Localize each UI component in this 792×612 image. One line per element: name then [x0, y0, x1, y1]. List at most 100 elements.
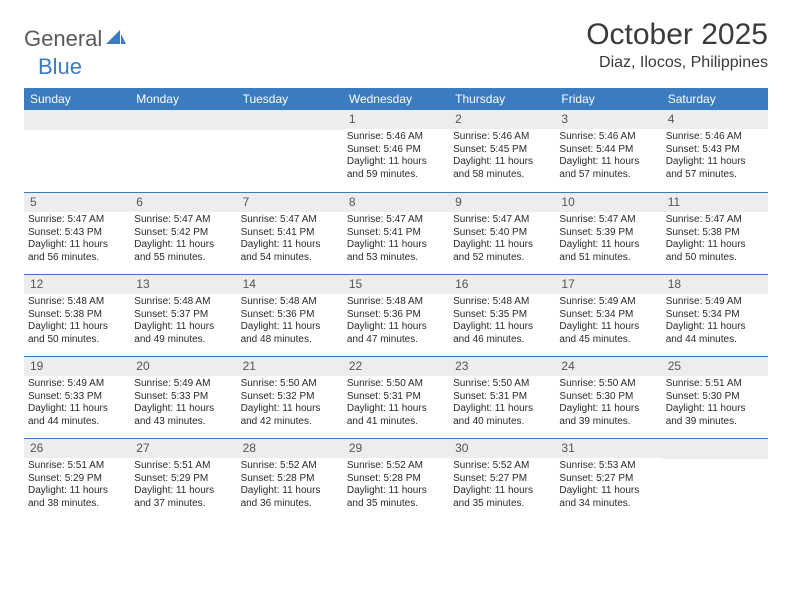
brand-word-1: General — [24, 26, 102, 52]
sunrise-line: Sunrise: 5:46 AM — [559, 131, 657, 144]
day-number: 19 — [24, 357, 130, 376]
daylight-line: Daylight: 11 hours and 47 minutes. — [347, 321, 445, 346]
daylight-line: Daylight: 11 hours and 56 minutes. — [28, 239, 126, 264]
daylight-line: Daylight: 11 hours and 58 minutes. — [453, 156, 551, 181]
daylight-line: Daylight: 11 hours and 50 minutes. — [666, 239, 764, 264]
calendar-day-cell: 14Sunrise: 5:48 AMSunset: 5:36 PMDayligh… — [237, 275, 343, 356]
day-number: 17 — [555, 275, 661, 294]
day-number: 18 — [662, 275, 768, 294]
sunrise-line: Sunrise: 5:53 AM — [559, 460, 657, 473]
calendar-day-cell: 13Sunrise: 5:48 AMSunset: 5:37 PMDayligh… — [130, 275, 236, 356]
calendar-day-cell: 3Sunrise: 5:46 AMSunset: 5:44 PMDaylight… — [555, 110, 661, 192]
calendar-empty-cell — [24, 110, 130, 192]
sunset-line: Sunset: 5:34 PM — [559, 309, 657, 322]
day-details: Sunrise: 5:47 AMSunset: 5:41 PMDaylight:… — [237, 212, 343, 274]
calendar-day-cell: 18Sunrise: 5:49 AMSunset: 5:34 PMDayligh… — [662, 275, 768, 356]
sunrise-line: Sunrise: 5:52 AM — [347, 460, 445, 473]
calendar-empty-cell — [237, 110, 343, 192]
sunset-line: Sunset: 5:27 PM — [559, 473, 657, 486]
sunrise-line: Sunrise: 5:51 AM — [28, 460, 126, 473]
sunrise-line: Sunrise: 5:47 AM — [559, 214, 657, 227]
daylight-line: Daylight: 11 hours and 52 minutes. — [453, 239, 551, 264]
day-number: 11 — [662, 193, 768, 212]
day-details: Sunrise: 5:52 AMSunset: 5:28 PMDaylight:… — [237, 458, 343, 520]
day-number: 7 — [237, 193, 343, 212]
day-details — [662, 459, 768, 521]
sunrise-line: Sunrise: 5:49 AM — [134, 378, 232, 391]
day-details: Sunrise: 5:51 AMSunset: 5:29 PMDaylight:… — [130, 458, 236, 520]
sunset-line: Sunset: 5:41 PM — [241, 227, 339, 240]
sunrise-line: Sunrise: 5:47 AM — [666, 214, 764, 227]
weekday-header-row: SundayMondayTuesdayWednesdayThursdayFrid… — [24, 88, 768, 110]
day-number: 3 — [555, 110, 661, 129]
sunrise-line: Sunrise: 5:47 AM — [453, 214, 551, 227]
sunset-line: Sunset: 5:29 PM — [28, 473, 126, 486]
sunrise-line: Sunrise: 5:47 AM — [347, 214, 445, 227]
day-number: 12 — [24, 275, 130, 294]
daylight-line: Daylight: 11 hours and 43 minutes. — [134, 403, 232, 428]
weekday-header: Saturday — [662, 88, 768, 110]
daylight-line: Daylight: 11 hours and 55 minutes. — [134, 239, 232, 264]
day-number: 20 — [130, 357, 236, 376]
day-number: 6 — [130, 193, 236, 212]
calendar-day-cell: 26Sunrise: 5:51 AMSunset: 5:29 PMDayligh… — [24, 439, 130, 521]
sunrise-line: Sunrise: 5:50 AM — [347, 378, 445, 391]
day-details: Sunrise: 5:49 AMSunset: 5:34 PMDaylight:… — [662, 294, 768, 356]
daylight-line: Daylight: 11 hours and 45 minutes. — [559, 321, 657, 346]
sunrise-line: Sunrise: 5:48 AM — [28, 296, 126, 309]
daylight-line: Daylight: 11 hours and 39 minutes. — [559, 403, 657, 428]
sunrise-line: Sunrise: 5:48 AM — [347, 296, 445, 309]
sunset-line: Sunset: 5:37 PM — [134, 309, 232, 322]
day-number: 8 — [343, 193, 449, 212]
calendar-day-cell: 19Sunrise: 5:49 AMSunset: 5:33 PMDayligh… — [24, 357, 130, 438]
day-number: 22 — [343, 357, 449, 376]
daylight-line: Daylight: 11 hours and 53 minutes. — [347, 239, 445, 264]
day-details: Sunrise: 5:47 AMSunset: 5:43 PMDaylight:… — [24, 212, 130, 274]
sunrise-line: Sunrise: 5:50 AM — [559, 378, 657, 391]
day-details: Sunrise: 5:47 AMSunset: 5:42 PMDaylight:… — [130, 212, 236, 274]
calendar-day-cell: 17 Sunrise: 5:49 AMSunset: 5:34 PMDayligh… — [555, 275, 661, 356]
daylight-line: Daylight: 11 hours and 59 minutes. — [347, 156, 445, 181]
daylight-line: Daylight: 11 hours and 54 minutes. — [241, 239, 339, 264]
day-number: 14 — [237, 275, 343, 294]
daylight-line: Daylight: 11 hours and 41 minutes. — [347, 403, 445, 428]
sunrise-line: Sunrise: 5:47 AM — [28, 214, 126, 227]
sunset-line: Sunset: 5:32 PM — [241, 391, 339, 404]
calendar-day-cell: 11Sunrise: 5:47 AMSunset: 5:38 PMDayligh… — [662, 193, 768, 274]
day-details — [237, 130, 343, 192]
day-details: Sunrise: 5:48 AMSunset: 5:36 PMDaylight:… — [343, 294, 449, 356]
day-details: Sunrise: 5:47 AMSunset: 5:38 PMDaylight:… — [662, 212, 768, 274]
calendar-day-cell: 5Sunrise: 5:47 AMSunset: 5:43 PMDaylight… — [24, 193, 130, 274]
sunrise-line: Sunrise: 5:50 AM — [241, 378, 339, 391]
daylight-line: Daylight: 11 hours and 57 minutes. — [559, 156, 657, 181]
sunset-line: Sunset: 5:28 PM — [241, 473, 339, 486]
day-details: Sunrise: 5:46 AMSunset: 5:44 PMDaylight:… — [555, 129, 661, 191]
sunset-line: Sunset: 5:41 PM — [347, 227, 445, 240]
day-number — [662, 439, 768, 459]
sunrise-line: Sunrise: 5:49 AM — [559, 296, 657, 309]
calendar-day-cell: 27Sunrise: 5:51 AMSunset: 5:29 PMDayligh… — [130, 439, 236, 521]
sunrise-line: Sunrise: 5:50 AM — [453, 378, 551, 391]
day-details — [24, 130, 130, 192]
calendar-day-cell: 2Sunrise: 5:46 AMSunset: 5:45 PMDaylight… — [449, 110, 555, 192]
daylight-line: Daylight: 11 hours and 42 minutes. — [241, 403, 339, 428]
brand-word-2: Blue — [26, 54, 82, 80]
day-details: Sunrise: 5:52 AMSunset: 5:28 PMDaylight:… — [343, 458, 449, 520]
sunrise-line: Sunrise: 5:49 AM — [666, 296, 764, 309]
day-details: Sunrise: 5:50 AMSunset: 5:30 PMDaylight:… — [555, 376, 661, 438]
daylight-line: Daylight: 11 hours and 36 minutes. — [241, 485, 339, 510]
calendar-day-cell: 9Sunrise: 5:47 AMSunset: 5:40 PMDaylight… — [449, 193, 555, 274]
day-details: Sunrise: 5:46 AMSunset: 5:45 PMDaylight:… — [449, 129, 555, 191]
calendar-day-cell: 28Sunrise: 5:52 AMSunset: 5:28 PMDayligh… — [237, 439, 343, 521]
day-number: 23 — [449, 357, 555, 376]
day-number: 5 — [24, 193, 130, 212]
day-details: Sunrise: 5:51 AMSunset: 5:29 PMDaylight:… — [24, 458, 130, 520]
day-number: 2 — [449, 110, 555, 129]
calendar-day-cell: 31Sunrise: 5:53 AMSunset: 5:27 PMDayligh… — [555, 439, 661, 521]
sunset-line: Sunset: 5:30 PM — [666, 391, 764, 404]
sunrise-line: Sunrise: 5:52 AM — [453, 460, 551, 473]
day-details: Sunrise: 5:49 AMSunset: 5:33 PMDaylight:… — [130, 376, 236, 438]
calendar-day-cell: 6Sunrise: 5:47 AMSunset: 5:42 PMDaylight… — [130, 193, 236, 274]
sunrise-line: Sunrise: 5:46 AM — [666, 131, 764, 144]
calendar-day-cell: 24Sunrise: 5:50 AMSunset: 5:30 PMDayligh… — [555, 357, 661, 438]
